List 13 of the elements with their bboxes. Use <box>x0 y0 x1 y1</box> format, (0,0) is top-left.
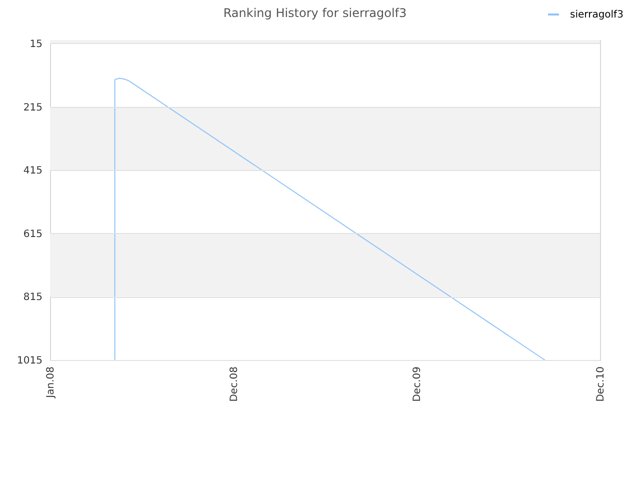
line-series <box>114 78 546 360</box>
x-tick-label: Dec.10 <box>596 366 606 402</box>
y-tick-label: 615 <box>23 228 42 240</box>
y-tick-label: 215 <box>23 102 42 114</box>
x-tick-label: Dec.09 <box>412 366 424 402</box>
x-tick-label: Dec.08 <box>228 366 240 402</box>
y-tick-label: 415 <box>23 166 42 177</box>
x-tick-label: Jan.08 <box>46 366 56 399</box>
y-tick-label: 1015 <box>17 356 42 366</box>
y-tick-label: 815 <box>23 292 42 304</box>
y-tick-label: 15 <box>30 38 42 50</box>
legend-label: sierragolf3 <box>570 10 624 20</box>
chart-title: Ranking History for sierragolf3 <box>223 6 407 20</box>
